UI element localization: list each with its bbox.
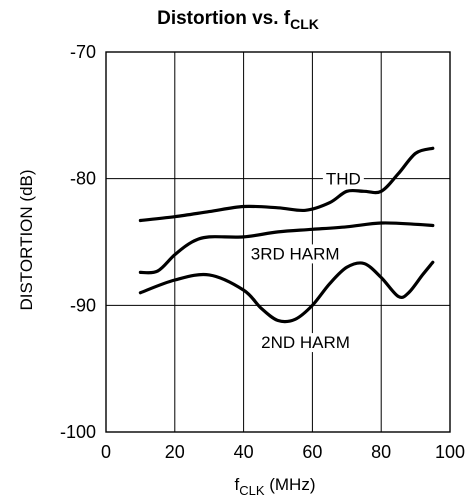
plot-frame xyxy=(105,51,451,433)
x-tick-label: 60 xyxy=(302,442,322,462)
chart-title-main: Distortion vs. f xyxy=(157,8,291,29)
x-axis-label-unit: (MHz) xyxy=(265,475,316,494)
series-label-thd: THD xyxy=(326,170,361,189)
y-axis-label: DISTORTION (dB) xyxy=(17,169,36,310)
series-label-background xyxy=(258,333,353,353)
grid-lines xyxy=(106,52,450,432)
series-label-2nd-harm: 2ND HARM xyxy=(261,333,350,352)
chart-title: Distortion vs. fCLK xyxy=(157,8,319,32)
y-tick-label: -70 xyxy=(70,42,96,62)
series-line-3rd-harm xyxy=(138,221,435,275)
x-tick-label: 40 xyxy=(234,442,254,462)
x-axis-label-main: f xyxy=(234,475,239,494)
x-tick-label: 100 xyxy=(435,442,465,462)
chart-title-subscript: CLK xyxy=(290,16,319,32)
x-tick-label: 20 xyxy=(165,442,185,462)
x-tick-label: 0 xyxy=(101,442,111,462)
series-label-background xyxy=(247,244,343,264)
x-tick-labels: 0 20 40 60 80 100 xyxy=(101,442,465,462)
x-axis-label-subscript: CLK xyxy=(239,483,265,498)
series-labels: THD 3RD HARM 2ND HARM xyxy=(247,169,364,353)
y-tick-label: -100 xyxy=(60,422,96,442)
y-tick-labels: -70 -80 -90 -100 xyxy=(60,42,96,442)
x-axis-label: fCLK (MHz) xyxy=(234,475,315,498)
series-line-2nd-harm xyxy=(138,260,435,324)
series-label-background xyxy=(322,169,364,189)
x-tick-label: 80 xyxy=(371,442,391,462)
y-tick-label: -80 xyxy=(70,169,96,189)
series-group xyxy=(138,146,435,324)
series-label-3rd-harm: 3RD HARM xyxy=(251,244,340,263)
series-line-thd xyxy=(138,146,435,223)
y-tick-label: -90 xyxy=(70,295,96,315)
